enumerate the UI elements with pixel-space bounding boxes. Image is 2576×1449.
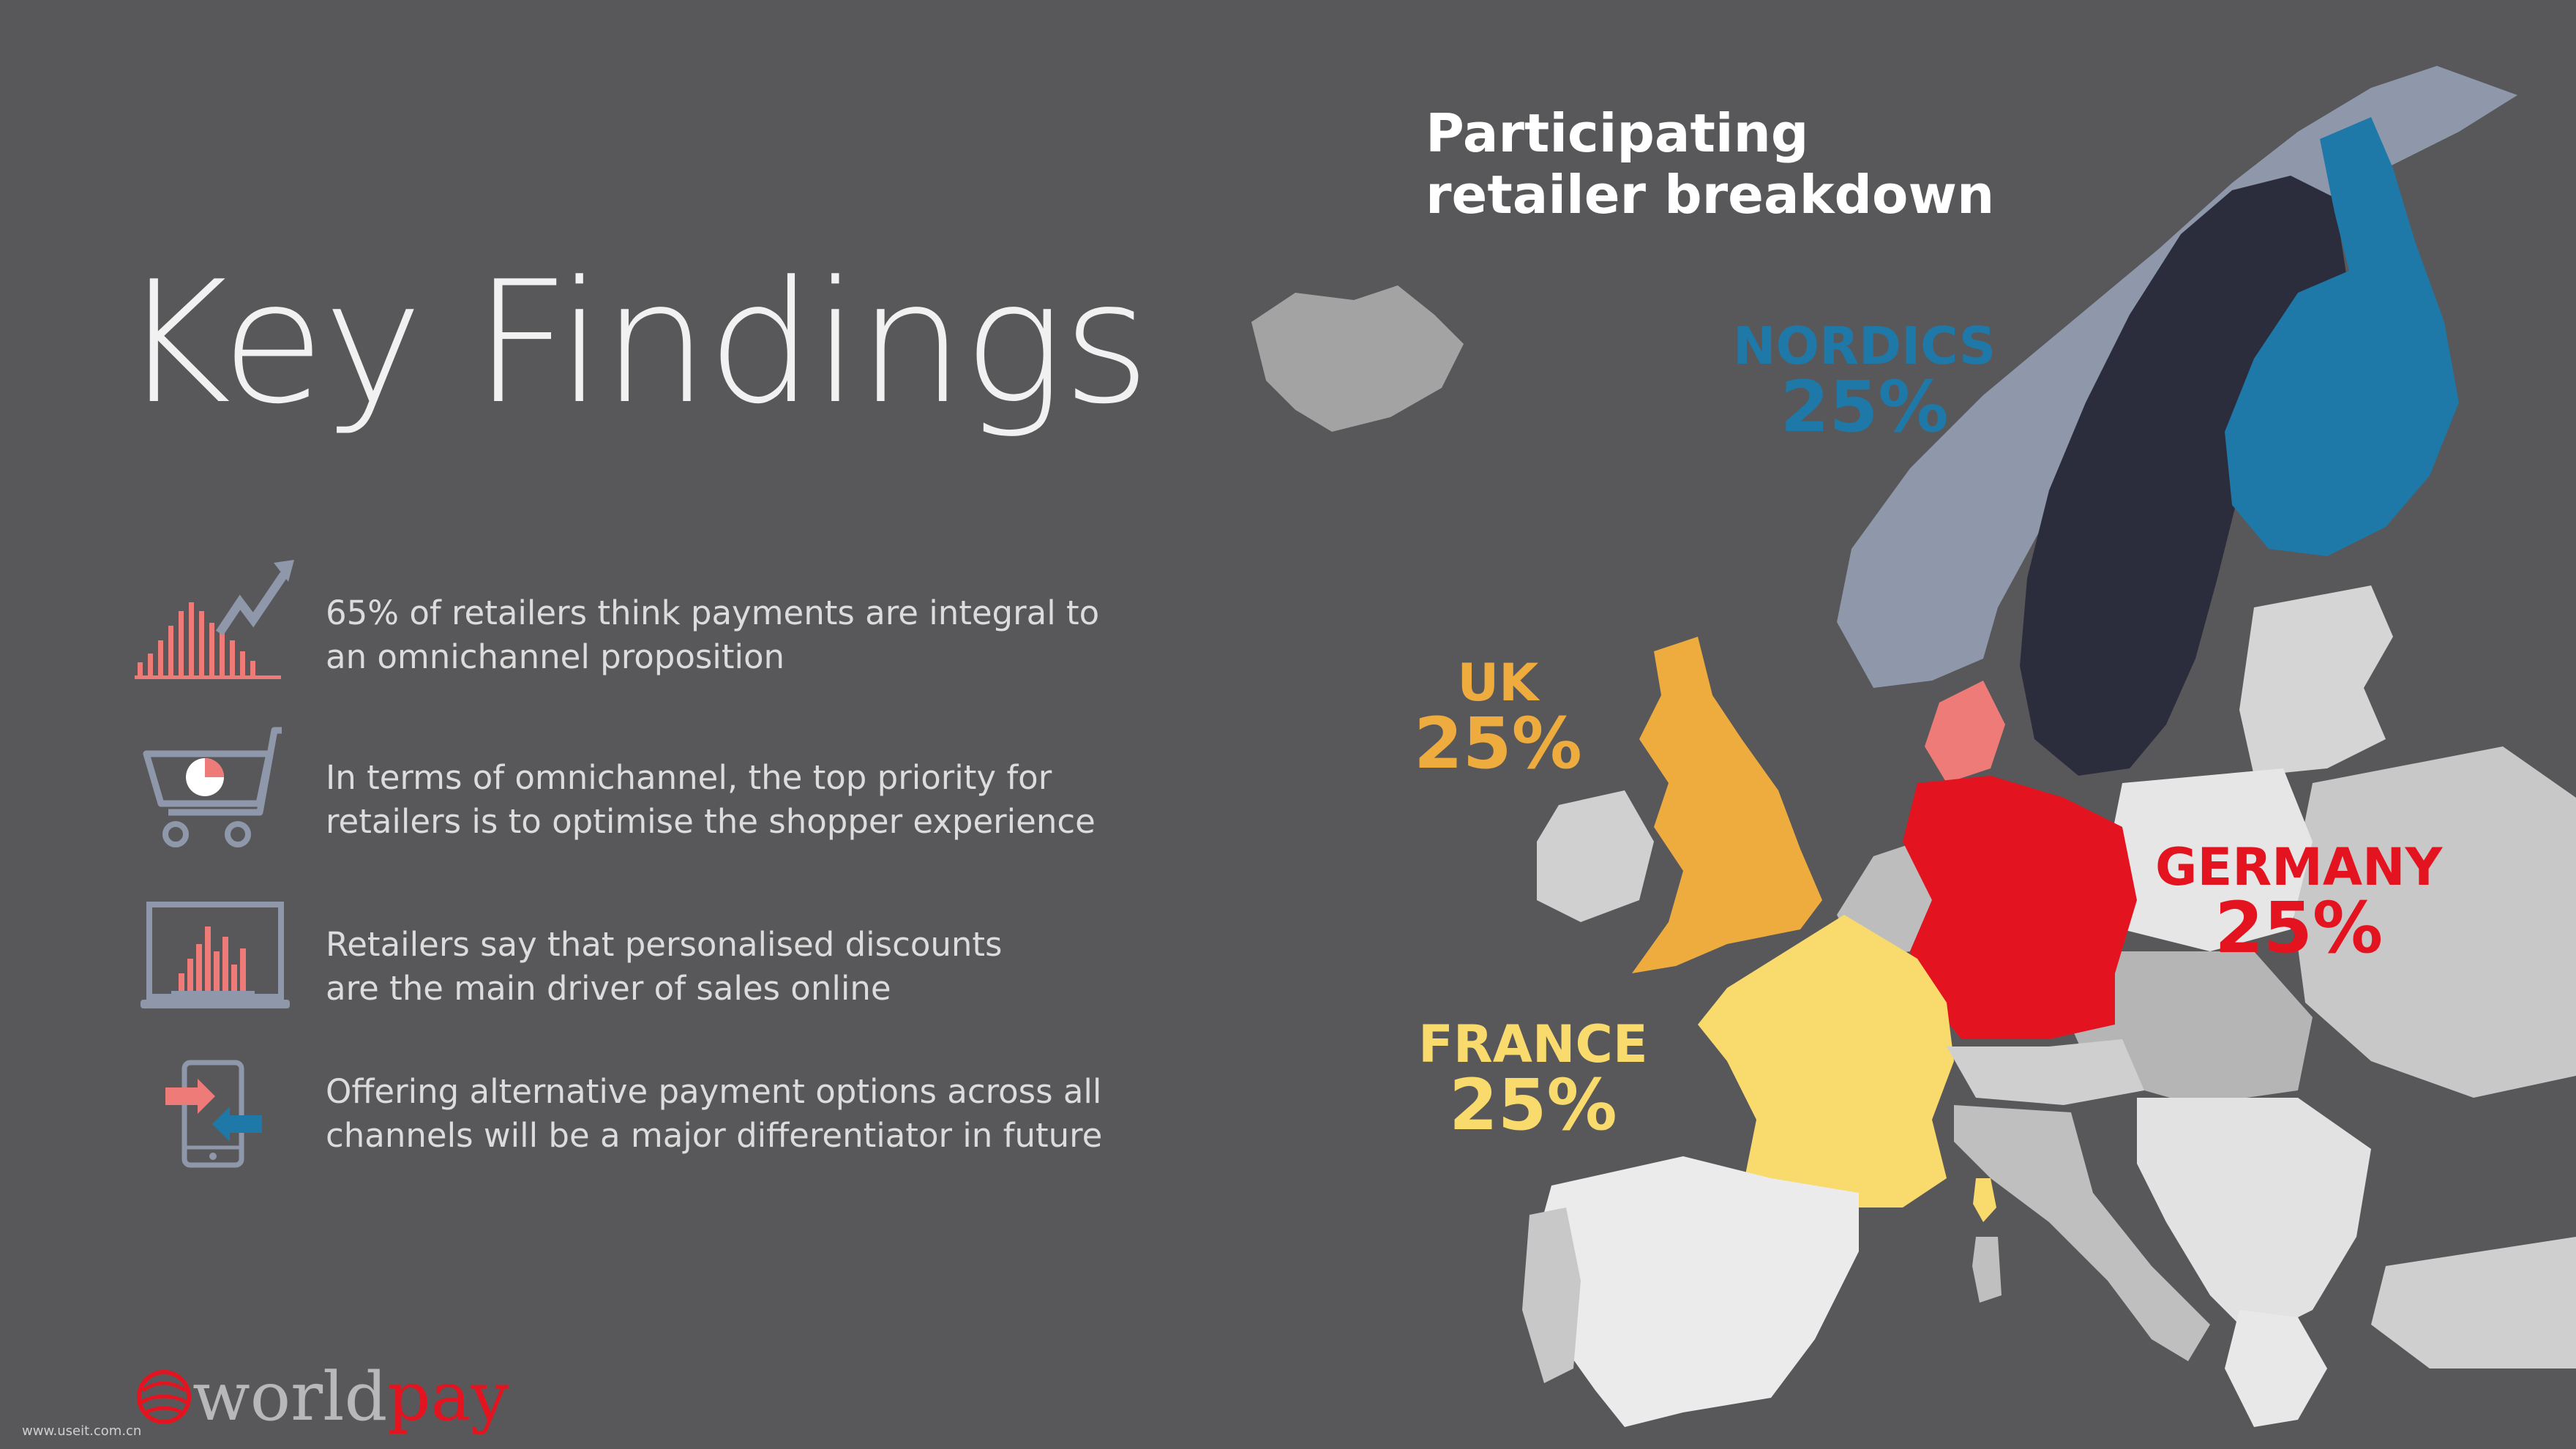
watermark: www.useit.com.cn	[22, 1423, 142, 1439]
france-shape	[1698, 915, 1954, 1222]
france-name: FRANCE	[1418, 1014, 1648, 1074]
sweden-shape	[2020, 176, 2349, 776]
germany-share: 25%	[2214, 887, 2384, 969]
uk-label: UK 25%	[1414, 657, 1582, 779]
map-title-line2: retailer breakdown	[1426, 164, 1995, 225]
map-title: Participating retailer breakdown	[1426, 102, 1994, 225]
finding-3: Retailers say that personalised discount…	[326, 923, 1145, 1011]
sardinia-shape	[1972, 1237, 2002, 1303]
poland-shape	[2108, 768, 2313, 951]
finding-3-line2: are the main driver of sales online	[326, 969, 891, 1008]
logo-word-world: world	[192, 1358, 388, 1436]
finding-4-line2: channels will be a major differentiator …	[326, 1116, 1103, 1155]
alpine-shape	[1947, 1039, 2144, 1105]
norway-shape	[1837, 66, 2517, 688]
finding-3-line1: Retailers say that personalised discount…	[326, 925, 1003, 964]
worldpay-logo: worldpay	[135, 1358, 509, 1436]
belarus-ukraine-shape	[2291, 746, 2576, 1098]
shopping-cart-icon	[139, 724, 293, 859]
globe-icon	[137, 1370, 191, 1424]
nordics-share: 25%	[1780, 366, 1949, 448]
iceland-shape	[1251, 285, 1464, 432]
uk-share: 25%	[1414, 703, 1582, 785]
finding-4-line1: Offering alternative payment options acr…	[326, 1072, 1102, 1111]
balkans-shape	[2137, 1098, 2371, 1339]
finding-4: Offering alternative payment options acr…	[326, 1070, 1145, 1158]
finding-2-line2: retailers is to optimise the shopper exp…	[326, 802, 1096, 841]
map-title-line1: Participating	[1426, 102, 1809, 164]
portugal-shape	[1522, 1208, 1581, 1383]
france-label: FRANCE 25%	[1418, 1019, 1648, 1140]
europe-map	[1251, 66, 2576, 1427]
uk-shape	[1632, 637, 1822, 973]
finding-2-line1: In terms of omnichannel, the top priorit…	[326, 758, 1052, 797]
finding-1-line1: 65% of retailers think payments are inte…	[326, 594, 1100, 632]
islands-shape	[1973, 1178, 1996, 1222]
ireland-shape	[1537, 790, 1654, 922]
laptop-chart-icon	[138, 900, 293, 1019]
page-title: Key Findings	[121, 246, 1150, 441]
logo-word-pay: pay	[387, 1358, 509, 1436]
germany-shape	[1903, 776, 2137, 1039]
finding-1-line2: an omnichannel proposition	[326, 637, 785, 676]
nordics-label: NORDICS 25%	[1733, 321, 1996, 442]
mobile-transfer-icon	[162, 1060, 265, 1172]
nordics-name: NORDICS	[1733, 316, 1996, 376]
denmark-shape	[1925, 681, 2005, 783]
baltics-shape	[2239, 585, 2393, 776]
finland-shape	[2225, 117, 2459, 556]
iberia-shape	[1530, 1156, 1859, 1427]
turkey-shape	[2371, 1237, 2576, 1368]
france-share: 25%	[1448, 1064, 1617, 1146]
italy-shape	[1954, 1105, 2210, 1361]
greece-shape	[2225, 1310, 2327, 1427]
germany-name: GERMANY	[2155, 837, 2443, 897]
uk-name: UK	[1457, 653, 1539, 713]
finding-1: 65% of retailers think payments are inte…	[326, 591, 1145, 679]
finding-2: In terms of omnichannel, the top priorit…	[326, 756, 1145, 844]
rising-bar-chart-icon	[132, 553, 300, 684]
germany-label: GERMANY 25%	[2155, 842, 2442, 963]
